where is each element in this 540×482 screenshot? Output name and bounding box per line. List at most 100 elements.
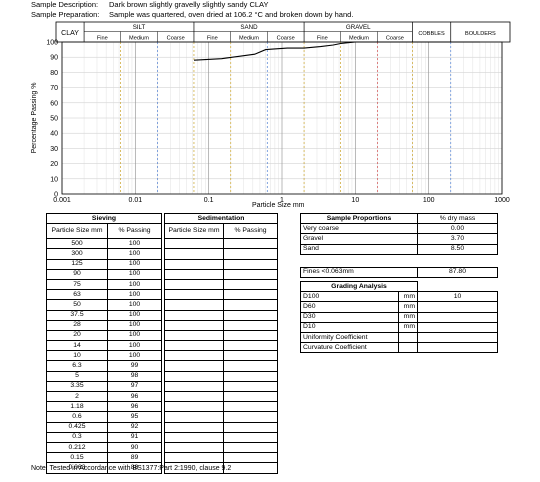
sedimentation-row	[164, 350, 278, 362]
sieve-size: 300	[46, 248, 108, 260]
sieve-passing: 91	[107, 431, 162, 443]
grading-table: Grading Analysis D100 mm 10 D60 mm D30 mm D10 mm…	[300, 280, 498, 354]
sed-passing	[223, 248, 278, 260]
grading-label: Curvature Coefficient	[300, 342, 399, 354]
sed-size	[164, 289, 224, 301]
x-tick-label: 1000	[494, 197, 510, 204]
grading-curve	[193, 41, 480, 61]
band-gravel: GRAVEL	[346, 24, 371, 31]
sieve-size: 14	[46, 340, 108, 352]
sedimentation-row	[164, 452, 278, 464]
sieve-passing: 100	[107, 319, 162, 331]
grading-label: D30	[300, 311, 399, 323]
sieve-size: 2	[46, 390, 108, 403]
proportion-label: Gravel	[300, 233, 418, 245]
sieving-row: 14 100	[46, 340, 162, 352]
sieve-passing: 96	[107, 401, 162, 413]
chart-series	[193, 41, 480, 61]
grading-label: D100	[300, 291, 399, 303]
grading-title: Grading Analysis	[300, 280, 418, 293]
sieve-passing: 88	[107, 462, 162, 474]
sedimentation-row	[164, 319, 278, 331]
proportions-title: Sample Proportions	[300, 212, 418, 225]
y-tick-label: 30	[50, 146, 58, 153]
sieve-passing: 98	[107, 370, 162, 382]
sieving-row: 20 100	[46, 329, 162, 342]
grading-value	[417, 331, 498, 344]
sedimentation-col-size: Particle Size mm	[164, 223, 224, 240]
sieve-passing: 100	[107, 268, 162, 280]
sed-size	[164, 299, 224, 311]
sieving-row: 0.3 91	[46, 431, 162, 443]
sample-preparation: Sample Preparation: Sample was quartered,…	[31, 10, 353, 19]
y-tick-label: 60	[50, 100, 58, 107]
y-tick-label: 40	[50, 131, 58, 138]
sieve-passing: 92	[107, 421, 162, 433]
grading-label: Uniformity Coefficient	[300, 331, 399, 344]
sieving-row: 5 98	[46, 370, 162, 382]
x-tick-label: 1	[280, 197, 284, 204]
proportions-value-header: % dry mass	[417, 212, 498, 225]
sieve-passing: 100	[107, 309, 162, 321]
sed-passing	[223, 452, 278, 464]
band-coarse: Coarse	[277, 36, 295, 42]
sieve-passing: 100	[107, 329, 162, 342]
sedimentation-row	[164, 421, 278, 433]
sedimentation-row	[164, 258, 278, 270]
sed-passing	[223, 289, 278, 301]
sieving-row: 90 100	[46, 268, 162, 280]
grading-unit: mm	[397, 311, 419, 323]
proportion-label: Very coarse	[300, 223, 418, 235]
x-tick-label: 10	[351, 197, 359, 204]
sed-passing	[223, 238, 278, 250]
band-coarse: Coarse	[167, 36, 185, 42]
sed-passing	[223, 401, 278, 413]
sed-size	[164, 452, 224, 464]
grading-chart: CLAY SILT SAND GRAVEL COBBLES BOULDERS Fine Med…	[31, 21, 511, 209]
sed-passing	[223, 421, 278, 433]
sieve-size: 5	[46, 370, 108, 382]
grading-row: D30 mm	[300, 311, 498, 323]
band-medium: Medium	[349, 36, 369, 42]
band-boulders: BOULDERS	[465, 31, 496, 37]
sed-passing	[223, 278, 278, 291]
sieve-size: 6.3	[46, 360, 108, 372]
band-silt: SILT	[133, 24, 146, 31]
x-axis-label: Particle Size mm	[252, 202, 305, 209]
sed-passing	[223, 462, 278, 474]
sed-size	[164, 248, 224, 260]
sed-size	[164, 258, 224, 270]
grading-label: D60	[300, 301, 399, 313]
sieve-passing: 100	[107, 289, 162, 301]
sieve-passing: 100	[107, 248, 162, 260]
sieve-size: 90	[46, 268, 108, 280]
sieve-passing: 95	[107, 411, 162, 423]
sed-size	[164, 329, 224, 342]
sample-description: Sample Description: Dark brown slightly g…	[31, 0, 269, 9]
grading-row: D100 mm 10	[300, 291, 498, 303]
sieving-row: 0.063 88	[46, 462, 162, 474]
sieve-size: 0.3	[46, 431, 108, 443]
sed-size	[164, 238, 224, 250]
sieve-passing: 100	[107, 340, 162, 352]
sed-passing	[223, 319, 278, 331]
sieve-passing: 100	[107, 258, 162, 270]
x-tick-label: 0.01	[129, 197, 143, 204]
sieve-size: 0.6	[46, 411, 108, 423]
grading-value	[417, 342, 498, 354]
sieving-title: Sieving	[46, 212, 162, 225]
sieving-row: 125 100	[46, 258, 162, 270]
sed-passing	[223, 431, 278, 443]
sedimentation-row	[164, 278, 278, 291]
band-sand: SAND	[240, 24, 258, 31]
sieving-row: 0.15 89	[46, 452, 162, 464]
sedimentation-row	[164, 401, 278, 413]
sieve-passing: 100	[107, 278, 162, 291]
sieving-row: 28 100	[46, 319, 162, 331]
sieving-col-passing: % Passing	[107, 223, 162, 240]
sieving-row: 0.212 90	[46, 441, 162, 454]
proportion-value: 3.70	[417, 233, 498, 245]
y-tick-label: 20	[50, 161, 58, 168]
sed-passing	[223, 441, 278, 454]
band-clay: CLAY	[61, 30, 79, 37]
